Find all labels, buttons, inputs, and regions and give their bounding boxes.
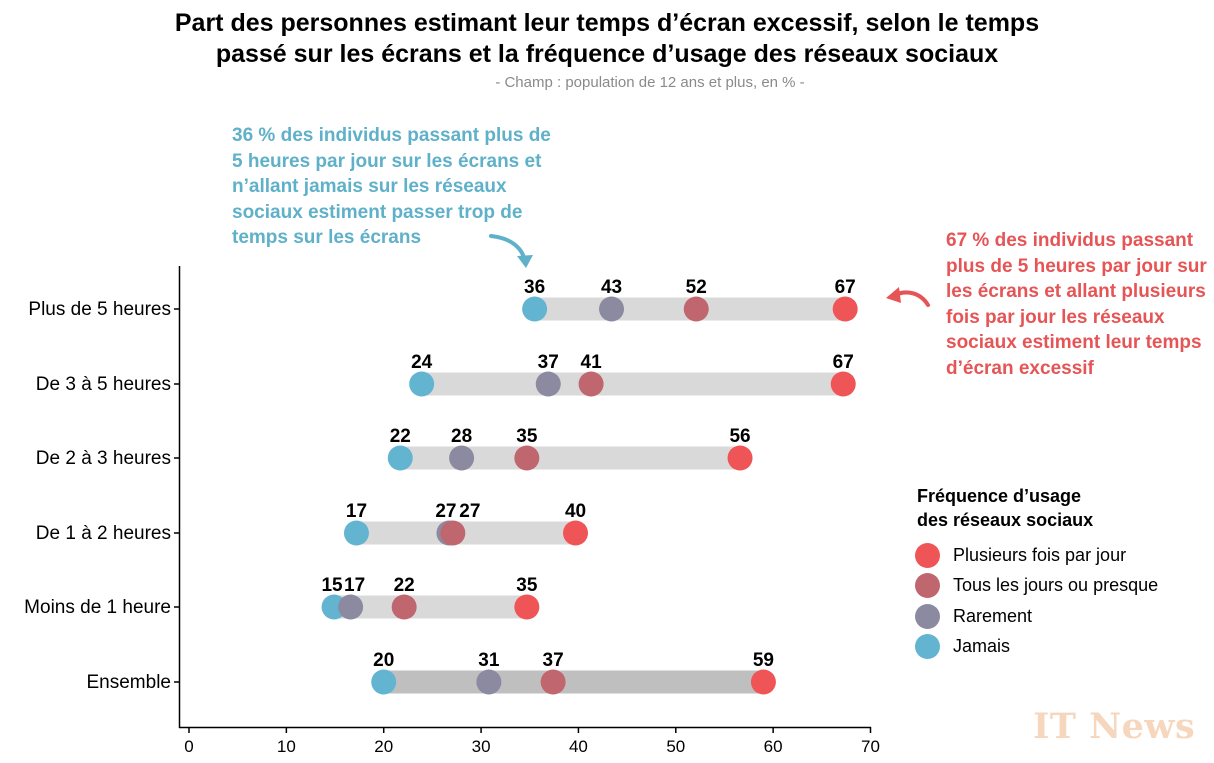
point-rarement-plus-de-5-heures — [599, 296, 625, 322]
point-plusieurs-fois-par-jour-de-3-a-5-heures — [830, 371, 856, 397]
legend-title: Fréquence d’usage des réseaux sociaux — [912, 484, 1212, 532]
legend-items: Plusieurs fois par jour Tous les jours ou… — [912, 540, 1212, 662]
rows-layer: Plus de 5 heures 67 52 43 36 De 3 à 5 heures 6… — [24, 277, 858, 695]
annotation-arrow-left-head — [517, 255, 533, 268]
value-label-plusieurs-fois-par-jour-de-2-a-3-heures: 56 — [729, 426, 750, 447]
point-plusieurs-fois-par-jour-ensemble — [750, 669, 776, 695]
legend-item-tous-les-jours-ou-presque: Tous les jours ou presque — [912, 571, 1212, 602]
watermark-logo: IT News — [1033, 706, 1196, 747]
point-tous-les-jours-ou-presque-moins-de-1-heure — [391, 594, 417, 620]
chart-title-line-2: passé sur les écrans et la fréquence d’u… — [215, 40, 999, 68]
value-label-jamais-ensemble: 20 — [373, 650, 394, 671]
value-label-tous-les-jours-ou-presque-plus-de-5-heures: 52 — [686, 277, 707, 298]
category-label-de-1-a-2-heures: De 1 à 2 heures — [36, 523, 171, 544]
value-label-jamais-plus-de-5-heures: 36 — [524, 277, 545, 298]
value-label-rarement-de-1-a-2-heures: 27 — [435, 501, 456, 522]
category-label-de-3-a-5-heures: De 3 à 5 heures — [36, 374, 171, 395]
legend-item-jamais: Jamais — [912, 632, 1212, 663]
value-label-plusieurs-fois-par-jour-moins-de-1-heure: 35 — [516, 575, 538, 596]
point-rarement-de-3-a-5-heures — [535, 371, 561, 397]
range-bar-de-2-a-3-heures — [400, 446, 741, 470]
value-label-plusieurs-fois-par-jour-ensemble: 59 — [753, 650, 774, 671]
x-tick-label-20: 20 — [374, 737, 393, 756]
point-jamais-de-3-a-5-heures — [409, 371, 435, 397]
range-bar-de-1-a-2-heures — [356, 521, 576, 545]
point-plusieurs-fois-par-jour-de-1-a-2-heures — [563, 520, 589, 546]
axes-layer: 0 10 20 30 40 50 60 70 — [174, 266, 880, 756]
value-label-rarement-de-3-a-5-heures: 37 — [538, 352, 559, 373]
value-label-tous-les-jours-ou-presque-de-2-a-3-heures: 35 — [516, 426, 538, 447]
value-label-rarement-de-2-a-3-heures: 28 — [451, 426, 472, 447]
value-label-plusieurs-fois-par-jour-de-3-a-5-heures: 67 — [833, 352, 854, 373]
x-tick-label-10: 10 — [277, 737, 296, 756]
range-bar-ensemble — [383, 670, 764, 694]
legend-swatch-rarement — [915, 603, 940, 629]
legend-label: Tous les jours ou presque — [953, 575, 1159, 596]
legend-item-plusieurs-fois-par-jour: Plusieurs fois par jour — [912, 540, 1212, 571]
range-bar-moins-de-1-heure — [334, 595, 527, 619]
value-label-rarement-moins-de-1-heure: 17 — [344, 575, 365, 596]
annotation-arrow-right-head — [886, 287, 901, 303]
x-tick-label-0: 0 — [184, 737, 193, 756]
point-tous-les-jours-ou-presque-de-2-a-3-heures — [514, 445, 540, 471]
point-plusieurs-fois-par-jour-moins-de-1-heure — [514, 594, 540, 620]
value-label-jamais-de-3-a-5-heures: 24 — [411, 352, 433, 373]
value-label-tous-les-jours-ou-presque-de-1-a-2-heures: 27 — [459, 501, 480, 522]
point-rarement-de-2-a-3-heures — [449, 445, 475, 471]
x-tick-label-50: 50 — [666, 737, 685, 756]
point-plusieurs-fois-par-jour-de-2-a-3-heures — [727, 445, 753, 471]
value-label-tous-les-jours-ou-presque-de-3-a-5-heures: 41 — [581, 352, 603, 373]
category-label-de-2-a-3-heures: De 2 à 3 heures — [36, 448, 171, 469]
x-tick-label-30: 30 — [472, 737, 491, 756]
legend-title-line-2: des réseaux sociaux — [917, 510, 1094, 530]
annotation-plusieurs-fois: 67 % des individus passant plus de 5 heu… — [946, 230, 1207, 379]
category-label-ensemble: Ensemble — [87, 672, 172, 693]
category-label-moins-de-1-heure: Moins de 1 heure — [24, 597, 171, 618]
point-tous-les-jours-ou-presque-plus-de-5-heures — [683, 296, 709, 322]
point-jamais-de-1-a-2-heures — [343, 520, 369, 546]
x-tick-label-40: 40 — [569, 737, 588, 756]
point-jamais-de-2-a-3-heures — [387, 445, 413, 471]
legend: Fréquence d’usage des réseaux sociaux Pl… — [912, 484, 1212, 662]
value-label-tous-les-jours-ou-presque-ensemble: 37 — [543, 650, 564, 671]
point-rarement-moins-de-1-heure — [338, 594, 364, 620]
legend-label: Plusieurs fois par jour — [953, 544, 1127, 565]
point-jamais-ensemble — [371, 669, 397, 695]
x-tick-label-70: 70 — [861, 737, 880, 756]
value-label-jamais-de-1-a-2-heures: 17 — [346, 501, 367, 522]
chart-title-line-1: Part des personnes estimant leur temps d… — [174, 9, 1040, 37]
legend-swatch-jamais — [915, 634, 940, 660]
value-label-plusieurs-fois-par-jour-plus-de-5-heures: 67 — [835, 277, 856, 298]
value-label-plusieurs-fois-par-jour-de-1-a-2-heures: 40 — [565, 501, 586, 522]
value-label-rarement-plus-de-5-heures: 43 — [601, 277, 622, 298]
point-tous-les-jours-ou-presque-de-3-a-5-heures — [578, 371, 604, 397]
legend-label: Rarement — [953, 605, 1033, 626]
point-tous-les-jours-ou-presque-ensemble — [540, 669, 566, 695]
legend-swatch-tous-les-jours-ou-presque — [915, 573, 940, 599]
legend-item-rarement: Rarement — [912, 601, 1212, 632]
point-plusieurs-fois-par-jour-plus-de-5-heures — [832, 296, 858, 322]
range-bar-de-3-a-5-heures — [421, 372, 844, 396]
legend-title-line-1: Fréquence d’usage — [917, 486, 1082, 506]
legend-swatch-plusieurs-fois-par-jour — [915, 542, 940, 568]
chart-subtitle: - Champ : population de 12 ans et plus, … — [495, 74, 805, 91]
point-rarement-ensemble — [476, 669, 502, 695]
value-label-tous-les-jours-ou-presque-moins-de-1-heure: 22 — [394, 575, 415, 596]
x-tick-label-60: 60 — [764, 737, 783, 756]
value-label-rarement-ensemble: 31 — [478, 650, 500, 671]
chart-title: Part des personnes estimant leur temps d… — [0, 8, 1214, 70]
value-label-jamais-moins-de-1-heure: 15 — [321, 575, 343, 596]
point-tous-les-jours-ou-presque-de-1-a-2-heures — [440, 520, 466, 546]
value-label-jamais-de-2-a-3-heures: 22 — [390, 426, 411, 447]
annotation-jamais: 36 % des individus passant plus de 5 heu… — [232, 125, 551, 248]
category-label-plus-de-5-heures: Plus de 5 heures — [28, 299, 171, 320]
point-jamais-plus-de-5-heures — [522, 296, 548, 322]
legend-label: Jamais — [953, 636, 1011, 657]
